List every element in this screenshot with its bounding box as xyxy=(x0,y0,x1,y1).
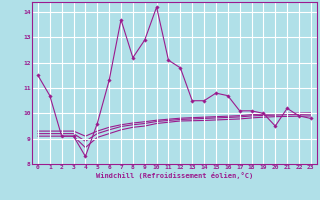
X-axis label: Windchill (Refroidissement éolien,°C): Windchill (Refroidissement éolien,°C) xyxy=(96,172,253,179)
